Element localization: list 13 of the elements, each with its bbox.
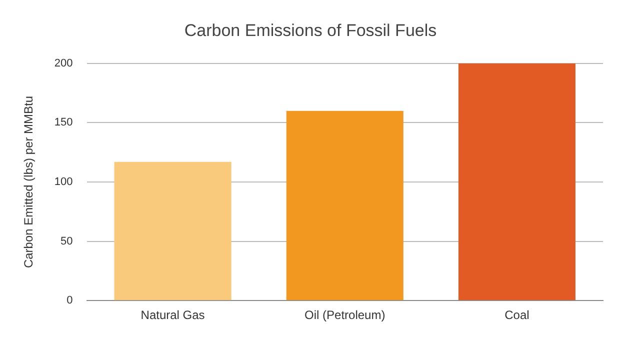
bar	[458, 63, 576, 300]
x-tick-label: Coal	[504, 308, 530, 322]
y-tick-label: 0	[66, 294, 73, 307]
bar	[114, 162, 232, 300]
x-tick-label: Oil (Petroleum)	[304, 308, 386, 322]
y-tick-label: 200	[54, 57, 73, 70]
x-tick-label: Natural Gas	[140, 308, 205, 322]
bar	[286, 110, 404, 300]
y-tick-label: 150	[54, 116, 73, 129]
chart-title: Carbon Emissions of Fossil Fuels	[184, 20, 437, 40]
y-tick-label: 100	[54, 176, 73, 188]
y-axis-title: Carbon Emitted (lbs) per MMBtu	[22, 96, 36, 268]
y-tick-label: 50	[60, 235, 73, 248]
